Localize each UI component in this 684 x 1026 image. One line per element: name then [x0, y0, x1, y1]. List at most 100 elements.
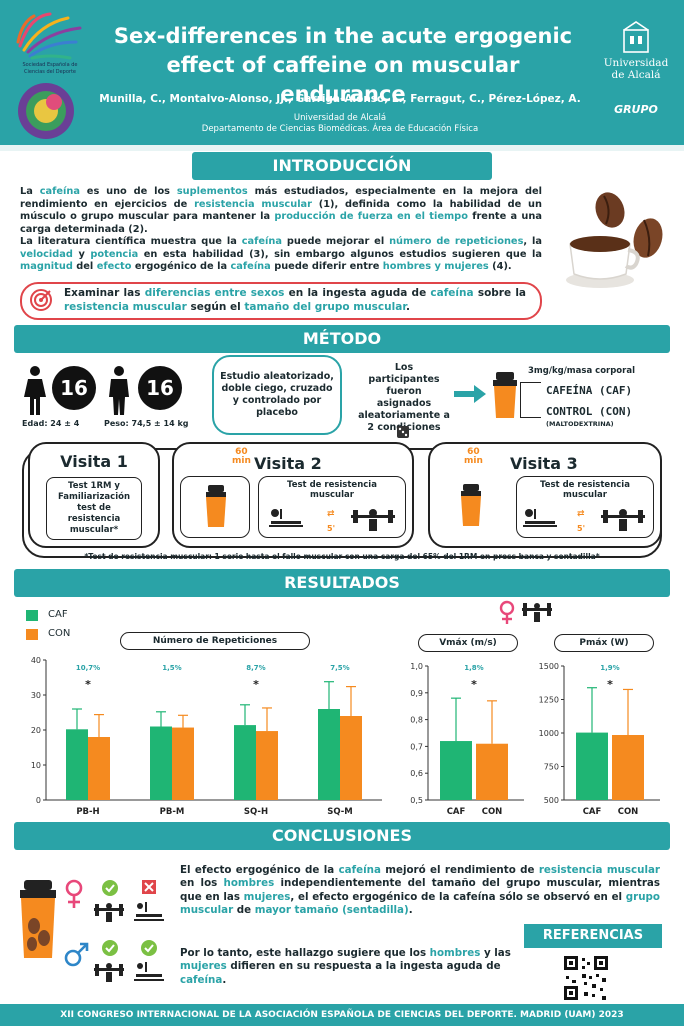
body-text: independientemente del tamaño del grupo … — [180, 877, 660, 903]
visit-2-box: 60 min Visita 2 Test de resistencia muscu… — [172, 442, 414, 548]
y-tick-label: 10 — [31, 761, 41, 770]
y-tick-label: 750 — [544, 763, 559, 772]
legend-con-label: CON — [48, 628, 71, 639]
highlight-text: diferencias entre sexos — [144, 287, 285, 299]
visit-2-test-box: Test de resistencia muscular ⇄ 5' — [258, 476, 406, 538]
body-text: según el — [186, 300, 245, 313]
body-text: mejoró el rendimiento de — [380, 864, 539, 876]
intro-heading: INTRODUCCIÓN — [192, 152, 492, 180]
svg-text:Ciencias del Deporte: Ciencias del Deporte — [24, 69, 76, 75]
bar-con — [88, 737, 110, 800]
highlight-text: producción de fuerza en el tiempo — [274, 211, 468, 223]
chart-pmax-title: Pmáx (W) — [554, 634, 654, 652]
x-tick-label: SQ-M — [327, 807, 353, 817]
percent-annotation: 1,9% — [600, 664, 619, 672]
highlight-text: cafeína — [39, 186, 80, 197]
body-text: puede diferir entre — [270, 261, 383, 273]
highlight-text: grupo muscular — [180, 890, 660, 917]
bar-con — [612, 735, 644, 800]
svg-text:⇄: ⇄ — [327, 509, 335, 519]
highlight-text: efecto — [96, 261, 132, 273]
highlight-text: número de repeticiones — [389, 236, 524, 247]
x-tick-label: CAF — [447, 807, 466, 817]
chart-vmax: 0,5 0,6 0,7 0,8 0,9 1,0 CAF CON 1,8% * — [410, 662, 524, 817]
highlight-text: velocidad — [20, 248, 73, 260]
highlight-text: suplementos — [176, 186, 248, 197]
y-tick-label: 0,6 — [410, 769, 423, 778]
visit-3-time: 60 min — [464, 447, 483, 466]
y-tick-label: 1000 — [539, 729, 559, 738]
highlight-text: potencia — [90, 248, 139, 260]
cross-icon — [142, 880, 156, 894]
body-text: . — [222, 973, 227, 986]
bar-con — [172, 727, 194, 800]
method-heading: MÉTODO — [14, 325, 670, 353]
y-tick-label: 0 — [36, 796, 41, 805]
body-text: más estudiados, especialmente en la mejo… — [20, 186, 542, 210]
squat-icon — [94, 963, 124, 982]
check-icon — [102, 940, 118, 956]
squat-icon — [522, 603, 552, 622]
conclusion-male-row — [64, 938, 174, 992]
body-text: El efecto ergogénico de la — [180, 864, 339, 876]
highlight-text: cafeína — [230, 261, 271, 273]
intro-paragraph-1: La cafeína es uno de los suplementos más… — [20, 186, 542, 236]
x-tick-label: CON — [482, 807, 503, 817]
affiliation: Universidad de Alcalá Departamento de Ci… — [201, 113, 479, 134]
significance-star: * — [471, 678, 477, 691]
conclusion-shaker-icon — [16, 880, 60, 964]
highlight-text: cafeína — [430, 287, 474, 299]
body-text: , el efecto ergogénico de la cafeína sól… — [290, 890, 626, 903]
y-tick-label: 0,5 — [410, 796, 423, 805]
bar-con — [256, 731, 278, 800]
body-text: . — [408, 904, 413, 917]
significance-star: * — [607, 678, 613, 691]
footer-banner: XII CONGRESO INTERNACIONAL DE LA ASOCIAC… — [0, 1004, 684, 1026]
visit-2-time: 60 min — [232, 447, 251, 466]
x-tick-label: CAF — [583, 807, 602, 817]
body-text: (4). — [488, 261, 512, 273]
chart-reps: 0 10 20 30 40 PB-H 10,7% * PB-M 1,5% SQ-H 8,7% * SQ-M… — [31, 656, 382, 817]
body-text: en esta habilidad (3), sin embargo algun… — [138, 248, 542, 260]
arrow-right-icon — [454, 385, 486, 407]
body-text: . — [406, 300, 410, 313]
coffee-cup-icon — [566, 236, 640, 288]
legend-caf-swatch — [26, 610, 38, 621]
highlight-text: tamaño del grupo muscular — [244, 300, 406, 313]
visit-1-test: Test 1RM y Familiarización test de resis… — [46, 477, 142, 540]
visit-3-box: 60 min Visita 3 Test de resistencia muscu… — [428, 442, 662, 548]
target-icon — [30, 289, 52, 315]
conclusions-heading: CONCLUSIONES — [14, 822, 670, 850]
squat-icon — [351, 509, 395, 531]
percent-annotation: 10,7% — [76, 664, 100, 672]
x-tick-label: SQ-H — [244, 807, 268, 817]
y-tick-label: 0,9 — [410, 689, 423, 698]
visit-3-shaker — [442, 476, 502, 536]
references-button[interactable]: REFERENCIAS — [524, 924, 662, 948]
visit-2-shaker-box — [180, 476, 250, 538]
qr-code[interactable] — [562, 954, 610, 1006]
significance-star: * — [253, 678, 259, 691]
dice-icon — [396, 424, 410, 443]
body-text: es uno de los — [79, 186, 177, 197]
conclusion-paragraph-1: El efecto ergogénico de la cafeína mejor… — [180, 864, 660, 918]
body-text: difieren en su respuesta a la ingesta ag… — [226, 960, 501, 973]
chart-pmax: 500 750 1000 1250 1500 CAF CON 1,9% * — [539, 662, 660, 817]
women-count: 16 — [52, 366, 96, 410]
condition-bracket — [520, 382, 541, 418]
logo-uah: Universidad de Alcalá GRUPO — [596, 20, 676, 130]
y-tick-label: 40 — [31, 656, 41, 665]
body-text: de — [233, 904, 255, 917]
highlight-text: hombres — [429, 947, 481, 959]
highlight-text: hombres — [223, 877, 275, 890]
y-tick-label: 20 — [31, 726, 41, 735]
body-text: ergogénico de la — [131, 261, 231, 273]
conclusion-female-row — [64, 878, 174, 932]
x-tick-label: PB-M — [160, 807, 185, 817]
highlight-text: cafeína — [180, 973, 223, 986]
highlight-text: cafeína — [241, 236, 282, 247]
highlight-text: mujeres — [243, 890, 291, 903]
shaker-icon — [490, 372, 520, 424]
shaker-icon — [206, 485, 226, 527]
y-tick-label: 0,8 — [410, 716, 423, 725]
